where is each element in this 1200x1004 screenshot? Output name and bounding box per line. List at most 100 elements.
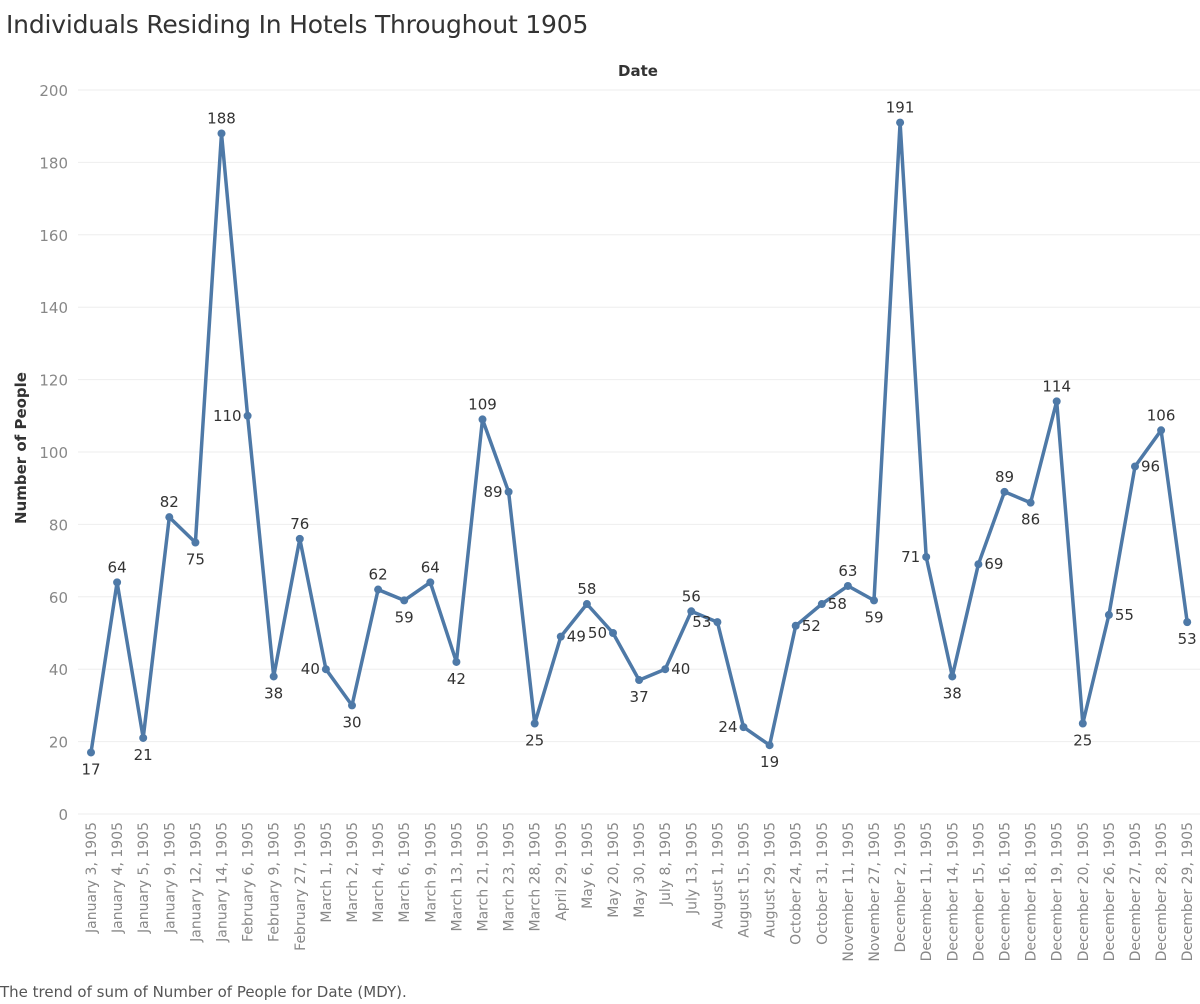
data-label: 17	[81, 760, 100, 778]
y-tick-label: 20	[49, 734, 68, 752]
data-label: 62	[369, 566, 388, 584]
series-line	[89, 120, 1189, 753]
y-tick-label: 200	[39, 82, 68, 100]
x-tick-label: May 6, 1905	[580, 822, 596, 909]
x-tick-label: March 13, 1905	[449, 822, 465, 931]
data-label: 37	[630, 688, 649, 706]
data-point	[1183, 618, 1192, 627]
data-point	[870, 596, 878, 605]
x-tick-label: February 27, 1905	[293, 822, 309, 951]
data-point	[791, 621, 800, 630]
data-point	[113, 578, 122, 587]
data-label: 86	[1021, 511, 1040, 529]
data-label: 58	[828, 595, 847, 613]
y-tick-label: 40	[49, 661, 68, 679]
data-point	[817, 600, 826, 609]
data-points	[87, 118, 1192, 757]
chart-caption: The trend of sum of Number of People for…	[0, 983, 407, 1001]
data-point	[609, 629, 617, 637]
x-tick-label: February 6, 1905	[241, 822, 257, 942]
x-tick-label: August 29, 1905	[763, 822, 779, 938]
data-label: 106	[1147, 406, 1176, 424]
data-point	[478, 415, 487, 424]
x-tick-label: October 31, 1905	[815, 822, 831, 945]
x-tick-label: January 14, 1905	[215, 822, 231, 943]
data-label: 71	[901, 548, 920, 566]
data-point	[713, 618, 722, 627]
data-point	[922, 552, 931, 561]
data-point	[661, 665, 670, 674]
data-point	[217, 129, 226, 138]
data-label: 63	[838, 562, 857, 580]
data-point	[348, 701, 356, 710]
y-axis-ticks: 0 20 40 60 80 100 120 140 160 180 200	[39, 82, 68, 824]
x-tick-label: January 9, 1905	[162, 822, 178, 934]
gridlines	[78, 89, 1200, 815]
data-point	[739, 723, 748, 732]
data-point	[139, 733, 148, 742]
x-tick-label: December 26, 1905	[1102, 822, 1118, 961]
data-label: 188	[207, 109, 236, 127]
data-point	[765, 741, 774, 750]
data-label: 38	[943, 684, 962, 702]
x-tick-label: November 11, 1905	[841, 822, 857, 962]
data-label: 96	[1141, 457, 1160, 475]
data-point	[374, 585, 383, 594]
y-tick-label: 60	[49, 589, 68, 607]
data-point	[896, 118, 905, 127]
data-point	[295, 534, 304, 543]
x-tick-label: March 4, 1905	[371, 822, 387, 923]
data-label: 38	[264, 684, 283, 702]
data-point	[1000, 487, 1009, 496]
data-label: 42	[447, 670, 466, 688]
data-point	[843, 581, 852, 590]
y-tick-label: 140	[39, 299, 68, 317]
data-label: 59	[395, 608, 414, 626]
data-point	[400, 596, 409, 605]
x-axis-ticks: January 3, 1905 January 4, 1905 January 5,…	[84, 822, 1196, 962]
data-point	[321, 665, 330, 674]
data-label: 52	[802, 617, 821, 635]
data-point	[452, 657, 461, 666]
x-tick-label: April 29, 1905	[554, 822, 570, 921]
chart-title: Individuals Residing In Hotels Throughou…	[6, 10, 589, 39]
data-label: 40	[301, 660, 320, 678]
x-tick-label: January 4, 1905	[110, 822, 126, 934]
x-tick-label: February 9, 1905	[267, 822, 283, 942]
data-label: 114	[1042, 377, 1071, 395]
data-label: 64	[108, 558, 127, 576]
x-tick-label: January 12, 1905	[188, 822, 204, 943]
data-label: 25	[525, 732, 544, 750]
x-tick-label: March 28, 1905	[528, 822, 544, 931]
x-axis-title: Date	[618, 62, 658, 80]
data-label: 21	[134, 746, 153, 764]
x-tick-label: May 20, 1905	[606, 822, 622, 918]
x-tick-label: October 24, 1905	[789, 822, 805, 945]
data-label: 30	[342, 713, 361, 731]
x-tick-label: December 29, 1905	[1180, 822, 1196, 961]
y-axis-title: Number of People	[12, 372, 30, 524]
data-point	[504, 487, 513, 496]
data-label: 69	[984, 555, 1003, 573]
x-tick-label: July 8, 1905	[658, 822, 674, 906]
line-chart: 0 20 40 60 80 100 120 140 160 180 200 Date Number …	[12, 62, 1200, 962]
data-label: 82	[160, 493, 179, 511]
x-tick-label: December 18, 1905	[1024, 822, 1040, 961]
x-tick-label: December 15, 1905	[971, 822, 987, 961]
x-tick-label: August 15, 1905	[737, 822, 753, 938]
data-point	[165, 513, 174, 522]
x-tick-label: December 11, 1905	[919, 822, 935, 961]
data-point	[530, 719, 539, 728]
x-tick-label: August 1, 1905	[710, 822, 726, 929]
x-tick-label: November 27, 1905	[867, 822, 883, 962]
data-label: 75	[186, 551, 205, 569]
data-label: 40	[671, 660, 690, 678]
data-point	[948, 672, 957, 681]
data-label: 58	[577, 580, 596, 598]
data-point	[1078, 719, 1087, 728]
x-tick-label: March 6, 1905	[397, 822, 413, 923]
x-tick-label: January 3, 1905	[84, 822, 100, 934]
x-tick-label: December 14, 1905	[945, 822, 961, 961]
data-point	[556, 632, 565, 641]
data-label: 55	[1115, 606, 1134, 624]
